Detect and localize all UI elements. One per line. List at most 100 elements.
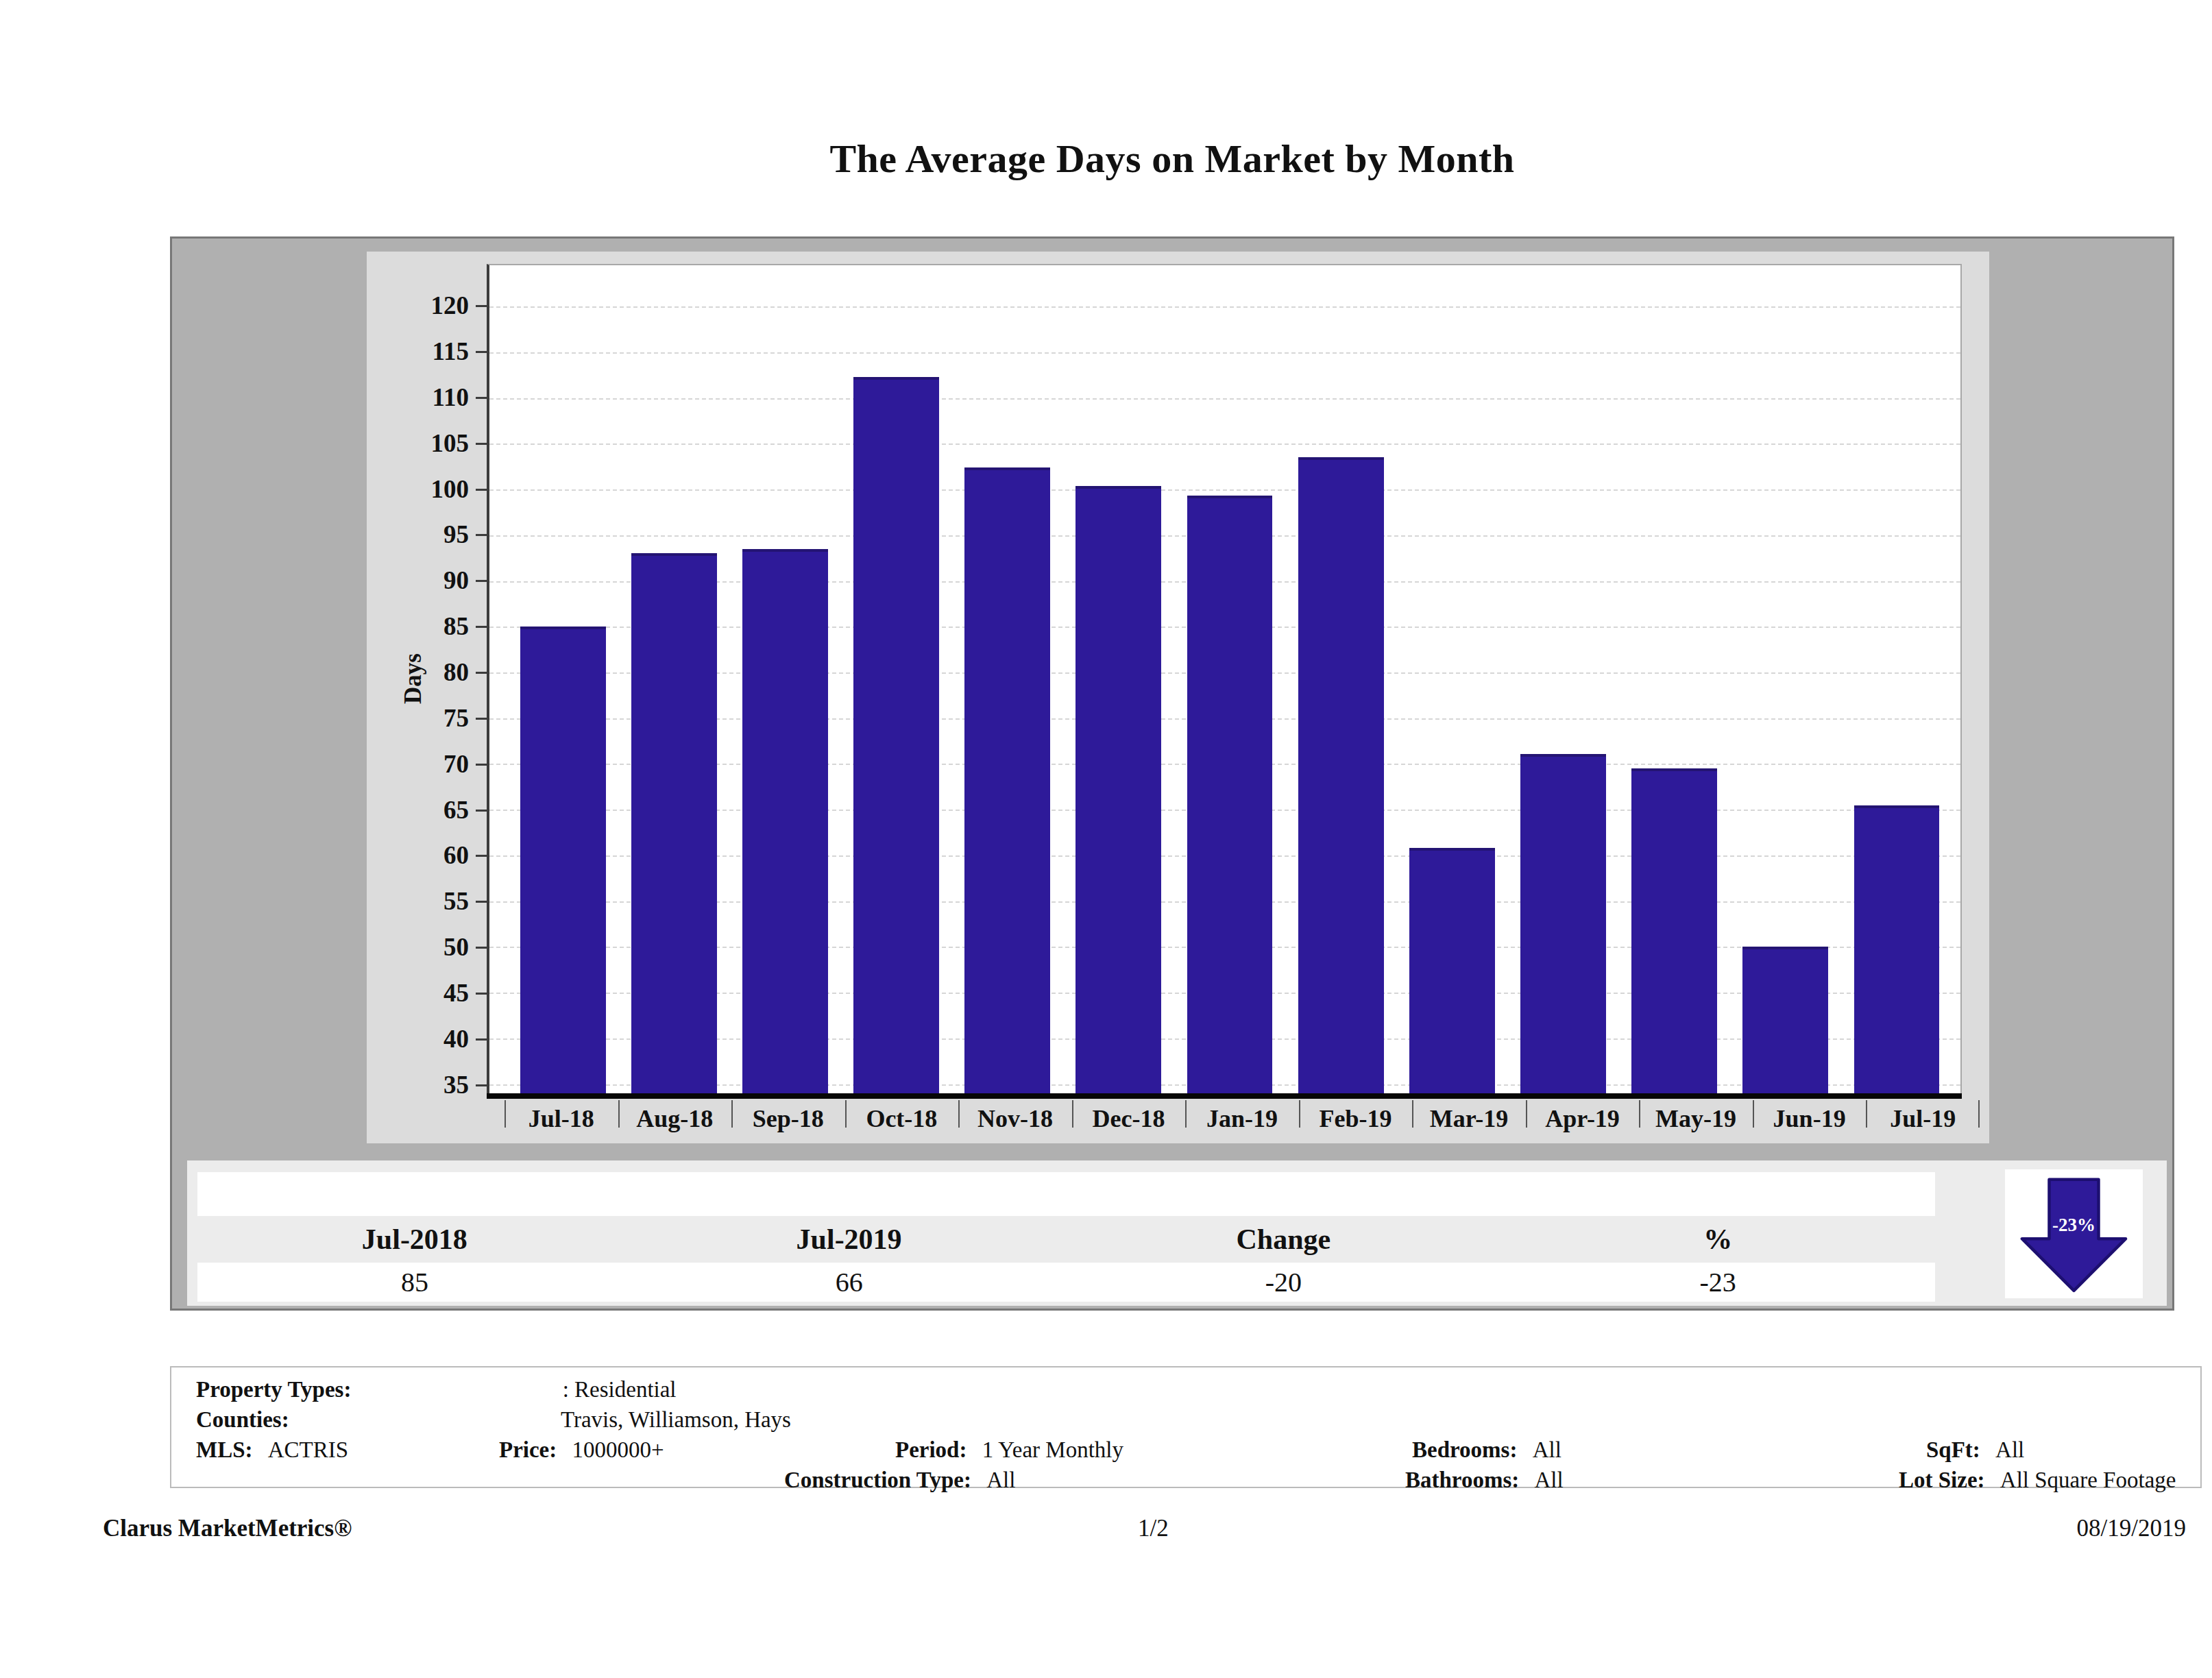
bedrooms-value: All: [1533, 1437, 1561, 1462]
property-types-label: Property Types:: [196, 1377, 351, 1402]
bar-cell: [952, 265, 1063, 1093]
bar-cell: [1285, 265, 1396, 1093]
summary-header-jul2019: Jul-2019: [632, 1223, 1067, 1256]
footer-date: 08/19/2019: [2077, 1515, 2186, 1542]
bar-cell: [1174, 265, 1285, 1093]
summary-header-percent: %: [1500, 1223, 1935, 1256]
y-tick-mark: [476, 672, 487, 674]
page-title: The Average Days on Market by Month: [170, 136, 2174, 182]
bar-cell: [840, 265, 951, 1093]
y-tick-label-50: 50: [443, 932, 469, 962]
summary-header-change: Change: [1067, 1223, 1501, 1256]
y-tick-label-35: 35: [443, 1069, 469, 1099]
report-page: The Average Days on Market by Month Days…: [0, 0, 2212, 1678]
summary-value-jul2018: 85: [197, 1266, 632, 1298]
y-tick-label-95: 95: [443, 520, 469, 549]
x-tick-label-Sep-18: Sep-18: [731, 1099, 845, 1140]
summary-value-row: 85 66 -20 -23: [197, 1263, 1935, 1302]
y-axis: 3540455055606570758085909510010511011512…: [367, 264, 487, 1093]
y-tick-label-90: 90: [443, 566, 469, 595]
price-pair: Price: 1000000+: [499, 1437, 664, 1463]
bar-Jun-19: [1742, 947, 1828, 1093]
bar-Jan-19: [1187, 496, 1273, 1093]
x-tick-label-Jul-18: Jul-18: [505, 1099, 618, 1140]
bar-Apr-19: [1520, 754, 1606, 1093]
x-tick-label-Oct-18: Oct-18: [845, 1099, 959, 1140]
y-tick-mark: [476, 947, 487, 949]
bathrooms-value: All: [1534, 1468, 1563, 1492]
mls-value: ACTRIS: [268, 1437, 348, 1462]
bar-cell: [618, 265, 729, 1093]
y-tick-mark: [476, 305, 487, 307]
footer-brand: Clarus MarketMetrics®: [103, 1515, 352, 1542]
y-tick-mark: [476, 810, 487, 812]
bar-cell: [1841, 265, 1952, 1093]
down-arrow-icon: -23%: [2010, 1172, 2137, 1296]
plot-area: [487, 264, 1962, 1093]
x-tick-label-Feb-19: Feb-19: [1299, 1099, 1413, 1140]
construction-pair: Construction Type: All: [784, 1468, 1015, 1493]
counties-row: Counties: Travis, Williamson, Hays: [196, 1407, 791, 1433]
y-tick-mark: [476, 993, 487, 995]
summary-strip: Jul-2018 Jul-2019 Change % 85 66 -20 -23…: [187, 1160, 2167, 1306]
y-tick-mark: [476, 764, 487, 766]
y-tick-label-85: 85: [443, 611, 469, 641]
bar-Sep-18: [742, 549, 828, 1093]
y-tick-label-100: 100: [431, 474, 470, 503]
lot-size-label: Lot Size:: [1899, 1468, 1985, 1492]
y-tick-mark: [476, 626, 487, 628]
bar-Aug-18: [631, 553, 717, 1093]
y-tick-mark: [476, 534, 487, 536]
y-tick-mark: [476, 901, 487, 903]
y-tick-label-55: 55: [443, 886, 469, 916]
summary-blank-row: [197, 1172, 1935, 1216]
y-tick-mark: [476, 397, 487, 399]
chart-panel: Days 35404550556065707580859095100105110…: [367, 252, 1989, 1143]
construction-value: All: [986, 1468, 1015, 1492]
footer: Clarus MarketMetrics® 1/2 08/19/2019: [0, 1515, 2212, 1549]
y-tick-label-40: 40: [443, 1023, 469, 1053]
x-tick-label-Mar-19: Mar-19: [1412, 1099, 1526, 1140]
bar-cell: [1730, 265, 1841, 1093]
y-tick-mark: [476, 443, 487, 445]
y-tick-label-60: 60: [443, 840, 469, 870]
footer-page-number: 1/2: [1138, 1515, 1169, 1542]
summary-table: Jul-2018 Jul-2019 Change % 85 66 -20 -23: [197, 1160, 1935, 1306]
y-tick-mark: [476, 718, 487, 720]
x-tick-label-Jul-19: Jul-19: [1866, 1099, 1980, 1140]
sqft-value: All: [1995, 1437, 2024, 1462]
chart-section: Days 35404550556065707580859095100105110…: [170, 236, 2174, 1311]
x-tick-label-May-19: May-19: [1639, 1099, 1753, 1140]
bar-cell: [1507, 265, 1618, 1093]
bar-cell: [729, 265, 840, 1093]
y-tick-label-45: 45: [443, 977, 469, 1007]
bar-Nov-18: [964, 467, 1050, 1093]
summary-value-jul2019: 66: [632, 1266, 1067, 1298]
bedrooms-label: Bedrooms:: [1412, 1437, 1517, 1462]
trend-arrow-box: -23%: [2005, 1169, 2143, 1298]
x-axis-labels: Jul-18Aug-18Sep-18Oct-18Nov-18Dec-18Jan-…: [487, 1099, 1988, 1140]
price-label: Price:: [499, 1437, 557, 1462]
bar-Feb-19: [1298, 457, 1384, 1093]
bathrooms-label: Bathrooms:: [1405, 1468, 1519, 1492]
price-value: 1000000+: [572, 1437, 664, 1462]
bar-Oct-18: [853, 377, 939, 1093]
x-tick-label-Dec-18: Dec-18: [1072, 1099, 1186, 1140]
period-value: 1 Year Monthly: [982, 1437, 1123, 1462]
construction-label: Construction Type:: [784, 1468, 971, 1492]
period-label: Period:: [895, 1437, 967, 1462]
bar-May-19: [1631, 768, 1717, 1093]
y-tick-mark: [476, 1038, 487, 1041]
y-tick-mark: [476, 580, 487, 582]
x-tick-label-Jun-19: Jun-19: [1753, 1099, 1867, 1140]
bar-cell: [507, 265, 618, 1093]
x-axis-baseline: [487, 1093, 1962, 1099]
property-types-row: Property Types: : Residential: [196, 1377, 677, 1402]
y-tick-mark: [476, 855, 487, 857]
counties-label: Counties:: [196, 1407, 289, 1432]
bar-Jul-19: [1854, 805, 1940, 1093]
y-tick-mark: [476, 351, 487, 353]
x-tick-label-Aug-18: Aug-18: [618, 1099, 732, 1140]
y-tick-label-120: 120: [431, 291, 470, 320]
bedrooms-pair: Bedrooms: All: [1412, 1437, 1561, 1463]
